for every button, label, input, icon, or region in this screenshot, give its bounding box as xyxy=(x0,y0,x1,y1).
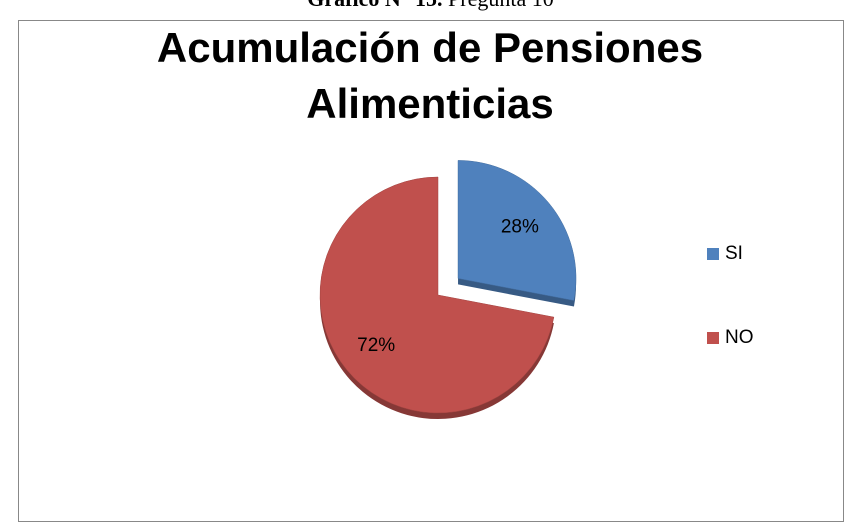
data-label: 28% xyxy=(501,216,539,237)
chart-title: Acumulación de Pensiones Alimenticias xyxy=(156,24,704,127)
caption-label: Gráfico N° 15. xyxy=(307,0,442,11)
pie-slice xyxy=(457,160,577,301)
caption: Gráfico N° 15. Pregunta 10 xyxy=(0,0,861,12)
legend-swatch xyxy=(707,248,719,260)
data-label: 72% xyxy=(357,335,395,356)
pie-slice xyxy=(319,176,555,414)
legend-swatch xyxy=(707,332,719,344)
legend-label: NO xyxy=(725,327,754,348)
legend-label: SI xyxy=(725,243,743,264)
caption-text: Pregunta 10 xyxy=(448,0,554,11)
chart: 28% 72% SI NO xyxy=(319,160,754,419)
